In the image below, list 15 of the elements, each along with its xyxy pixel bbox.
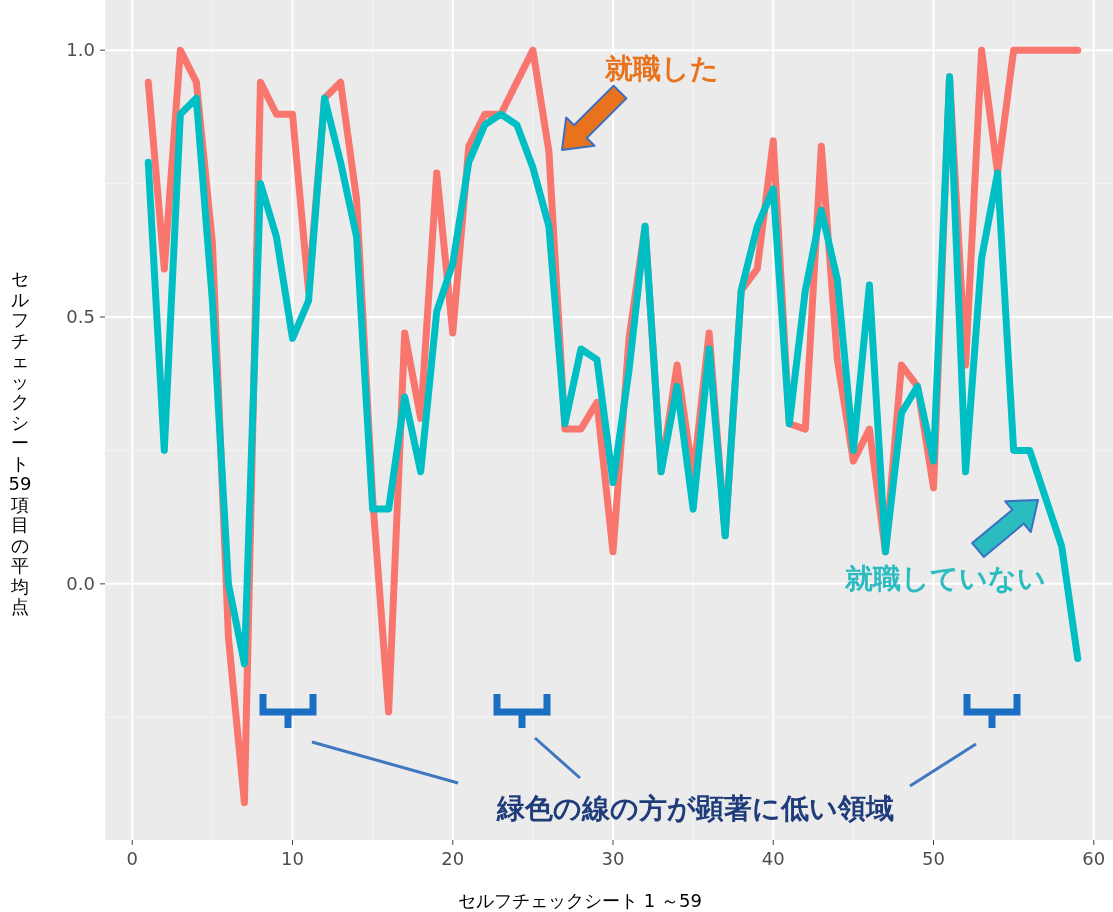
x-tick-label: 0 [126,848,138,869]
x-tick-label: 30 [601,848,625,869]
y-tick-label: 0.5 [66,306,95,327]
annotation: 緑色の線の方が顕著に低い領域 [495,792,894,825]
x-tick-label: 20 [441,848,465,869]
y-tick-label: 1.0 [66,39,95,61]
x-tick-label: 10 [281,848,304,869]
x-tick-label: 50 [922,848,945,869]
annotation: 就職した [604,52,719,85]
text: セルフチェックシート59項目の平均点 [8,268,32,617]
x-tick-label: 40 [761,848,785,869]
annotation: 就職していない [843,562,1046,595]
x-axis-title: セルフチェックシート 1 ～59 [458,890,702,911]
x-tick-label: 60 [1082,848,1106,869]
y-tick-label: 0.0 [66,572,95,594]
